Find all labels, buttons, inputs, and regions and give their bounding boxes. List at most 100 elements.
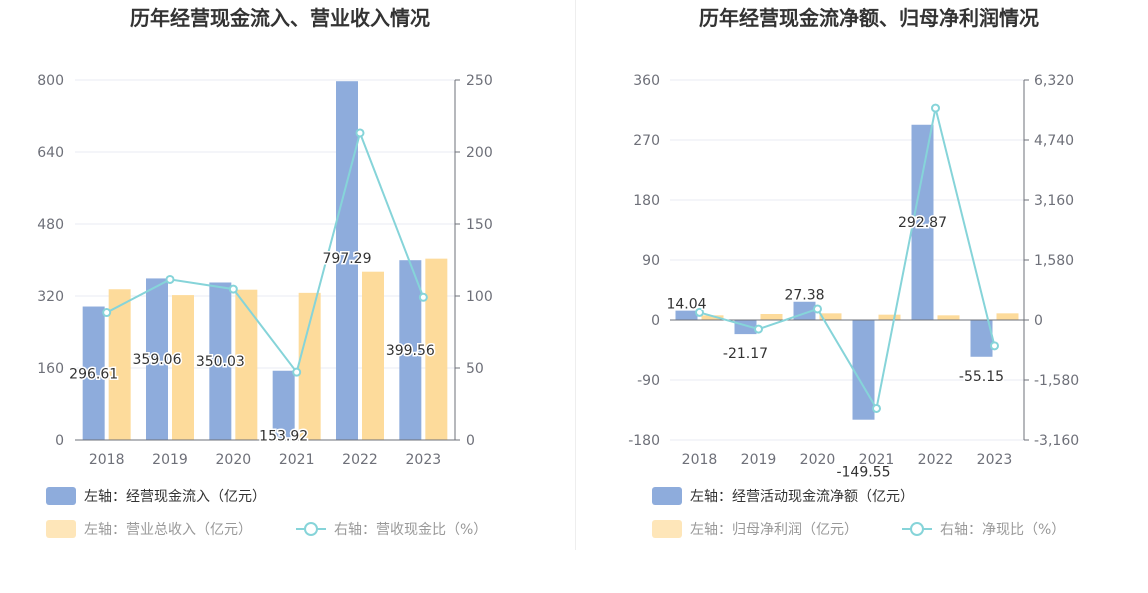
left-bar-primary-2023[interactable] [399,260,422,440]
right-bar-secondary-2019[interactable] [760,314,783,320]
right-data-label: 27.38 [784,288,824,304]
right-x-tick-label: 2020 [800,452,836,468]
right-bar-secondary-2023[interactable] [996,313,1019,320]
right-data-label: 292.87 [898,215,947,231]
left-x-tick-label: 2020 [216,452,252,468]
right-data-label: -149.55 [836,465,890,481]
right-chart-svg: 历年经营现金流净额、归母净利润情况 -180 -90 0 90 180 270 360 -3,1… [628,6,1079,538]
right-legend-swatch-1[interactable] [652,520,682,538]
left-x-tick-label: 2019 [152,452,188,468]
right-bar-primary-2021[interactable] [852,320,875,420]
left-legend-swatch-1[interactable] [46,520,76,538]
left-left-tick-label: 800 [37,73,64,89]
left-data-label: 359.06 [133,352,182,368]
left-data-label: 296.61 [69,366,118,382]
left-right-tick-label: 50 [466,361,484,377]
right-left-tick-label: -90 [637,373,660,389]
left-bar-primary-2021[interactable] [272,370,295,440]
left-bar-primary-2020[interactable] [209,282,232,440]
left-left-tick-label: 640 [37,145,64,161]
right-left-tick-label: 0 [651,313,660,329]
left-right-tick-label: 150 [466,217,493,233]
left-chart-panel: 历年经营现金流入、营业收入情况 0 160 320 480 640 800 0 50 100 150… [0,0,574,589]
right-x-tick-label: 2019 [741,452,777,468]
right-data-label: -21.17 [723,346,768,362]
right-chart-title: 历年经营现金流净额、归母净利润情况 [699,6,1039,30]
right-bar-primary-2023[interactable] [970,320,993,357]
left-bar-secondary-2021[interactable] [298,292,321,440]
left-data-label: 153.92 [259,429,308,445]
right-data-label: 14.04 [666,297,706,313]
right-bar-secondary-2018[interactable] [701,315,724,320]
left-legend-label-0[interactable]: 左轴：经营现金流入（亿元） [84,489,266,505]
left-bar-secondary-2022[interactable] [362,271,384,440]
left-x-tick-label: 2021 [279,452,315,468]
left-ratio-point-2023[interactable] [418,292,428,302]
left-legend-label-1[interactable]: 左轴：营业总收入（亿元） [84,522,252,538]
right-legend-label-0[interactable]: 左轴：经营活动现金流净额（亿元） [690,489,914,505]
right-ratio-point-2018[interactable] [695,307,704,317]
right-bar-secondary-2020[interactable] [819,313,842,320]
right-left-tick-label: -180 [628,433,660,449]
left-ratio-point-2020[interactable] [228,284,238,294]
left-left-tick-label: 320 [37,289,64,305]
left-data-label: 399.56 [386,343,435,359]
right-legend-line-marker[interactable] [910,522,924,536]
right-legend-label-2[interactable]: 右轴：净现比（%） [940,522,1065,538]
left-left-tick-label: 480 [37,217,64,233]
right-left-tick-label: 180 [633,193,660,209]
left-bar-secondary-2018[interactable] [108,289,131,440]
left-legend-swatch-0[interactable] [46,487,76,505]
left-x-tick-label: 2023 [406,452,442,468]
right-right-tick-label: 0 [1034,313,1043,329]
left-ratio-point-2019[interactable] [165,274,175,284]
left-data-label: 797.29 [323,251,372,267]
left-right-tick-label: 250 [466,73,493,89]
left-x-tick-label: 2018 [89,452,125,468]
right-right-tick-label: -1,580 [1034,373,1079,389]
left-legend-line-marker[interactable] [304,522,318,536]
right-left-tick-label: 270 [633,133,660,149]
left-right-tick-label: 0 [466,433,475,449]
left-ratio-point-2021[interactable] [292,367,302,377]
left-x-tick-label: 2022 [342,452,378,468]
left-right-tick-label: 100 [466,289,493,305]
right-bar-secondary-2021[interactable] [878,314,901,320]
right-ratio-point-2022[interactable] [931,103,940,113]
right-legend-label-1[interactable]: 左轴：归母净利润（亿元） [690,521,858,538]
right-bar-secondary-2022[interactable] [937,315,960,320]
left-chart-title: 历年经营现金流入、营业收入情况 [130,6,430,30]
right-x-tick-label: 2022 [918,452,954,468]
left-bar-secondary-2019[interactable] [172,295,194,440]
right-bar-primary-2018[interactable] [675,310,698,320]
right-bar-primary-2022[interactable] [911,124,934,321]
left-bar-secondary-2023[interactable] [425,258,448,440]
left-bar-secondary-2020[interactable] [235,289,258,440]
right-right-tick-label: 4,740 [1034,133,1074,149]
right-right-tick-label: 1,580 [1034,253,1074,269]
left-ratio-line [106,129,425,375]
right-ratio-point-2019[interactable] [754,324,763,334]
left-legend-label-2[interactable]: 右轴：营收现金比（%） [334,522,487,538]
left-bar-primary-2022[interactable] [336,81,358,441]
right-x-tick-label: 2023 [977,452,1013,468]
right-legend-swatch-0[interactable] [652,487,682,505]
right-ratio-point-2021[interactable] [872,403,881,413]
left-chart-svg: 历年经营现金流入、营业收入情况 0 160 320 480 640 800 0 50 100 150… [37,6,493,538]
left-ratio-point-2022[interactable] [355,128,365,138]
left-data-label: 350.03 [196,354,245,370]
right-ratio-point-2020[interactable] [813,304,822,314]
right-data-label: -55.15 [959,369,1004,385]
left-left-tick-label: 0 [55,433,64,449]
left-bar-primary-2018[interactable] [82,306,105,440]
right-left-tick-label: 360 [633,73,660,89]
right-ratio-point-2023[interactable] [990,341,999,351]
left-ratio-point-2018[interactable] [102,308,112,318]
left-left-tick-label: 160 [37,361,64,377]
right-chart-panel: 历年经营现金流净额、归母净利润情况 -180 -90 0 90 180 270 360 -3,1… [576,0,1148,589]
left-bar-primary-2019[interactable] [146,278,168,440]
right-x-tick-label: 2021 [859,452,895,468]
right-left-tick-label: 90 [642,253,660,269]
panel-divider [575,0,576,550]
left-right-tick-label: 200 [466,145,493,161]
